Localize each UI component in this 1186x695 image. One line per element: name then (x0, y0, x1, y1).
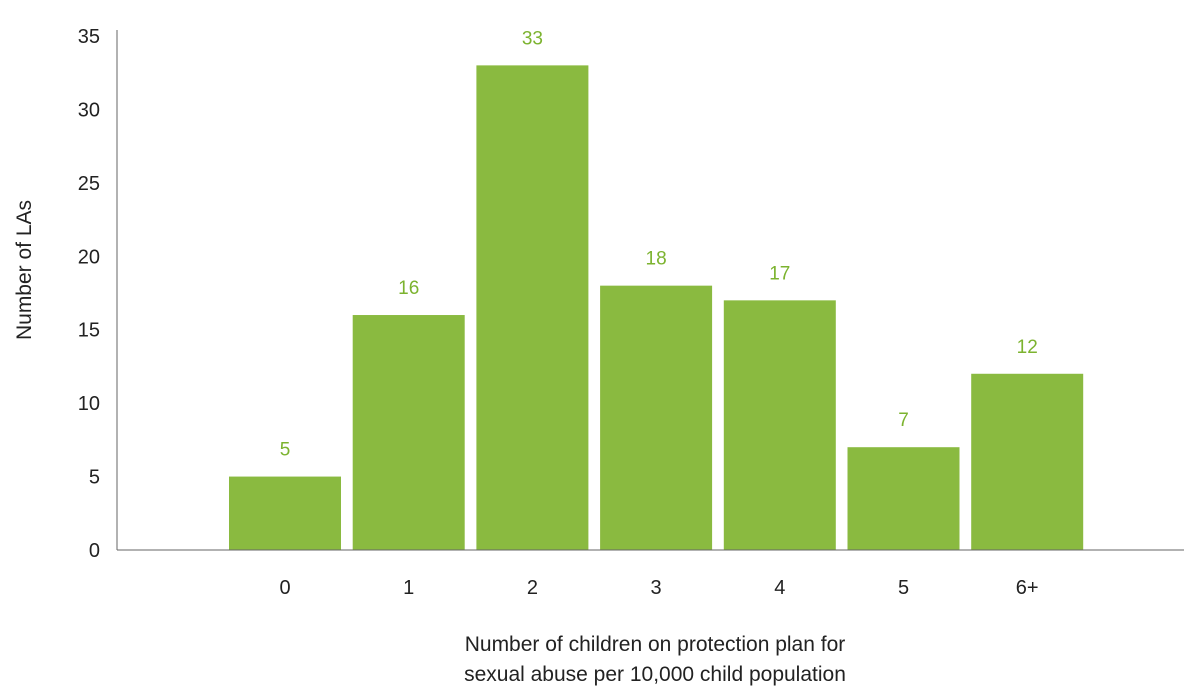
bars (229, 65, 1084, 550)
y-tick-label: 25 (78, 173, 100, 195)
bar-value-label: 5 (280, 440, 291, 461)
bar (723, 300, 836, 550)
y-tick-label: 5 (89, 467, 100, 489)
bar (600, 285, 713, 550)
y-tick-label: 10 (78, 393, 100, 415)
bar (229, 476, 341, 550)
data-labels: 5 16 33 18 17 7 12 (280, 28, 1038, 460)
x-axis-title-line-1: Number of children on protection plan fo… (465, 633, 846, 656)
y-tick-label: 20 (78, 246, 100, 268)
bar-value-label: 7 (898, 410, 909, 431)
x-tick-label: 4 (774, 577, 785, 599)
y-tick-label: 35 (78, 26, 100, 48)
bar-value-label: 16 (398, 278, 419, 299)
bar (847, 447, 960, 550)
y-axis-title: Number of LAs (13, 200, 36, 340)
bar (476, 65, 589, 550)
x-tick-label: 1 (403, 577, 414, 599)
bar (971, 373, 1084, 550)
x-tick-label: 6+ (1016, 577, 1039, 599)
y-tick-label: 15 (78, 320, 100, 342)
bar-value-label: 12 (1017, 337, 1038, 358)
y-tick-label: 0 (89, 540, 100, 562)
bar (352, 315, 465, 550)
x-tick-label: 3 (651, 577, 662, 599)
x-tick-label: 5 (898, 577, 909, 599)
x-tick-label: 0 (279, 577, 290, 599)
bar-value-label: 17 (769, 263, 790, 284)
bar-value-label: 18 (646, 249, 667, 270)
y-tick-label: 30 (78, 99, 100, 121)
x-axis-ticks: 0 1 2 3 4 5 6+ (279, 577, 1038, 599)
bar-value-label: 33 (522, 28, 543, 49)
x-axis-title-line-2: sexual abuse per 10,000 child population (464, 663, 846, 686)
x-tick-label: 2 (527, 577, 538, 599)
y-axis-ticks: 0 5 10 15 20 25 30 35 (78, 26, 100, 562)
